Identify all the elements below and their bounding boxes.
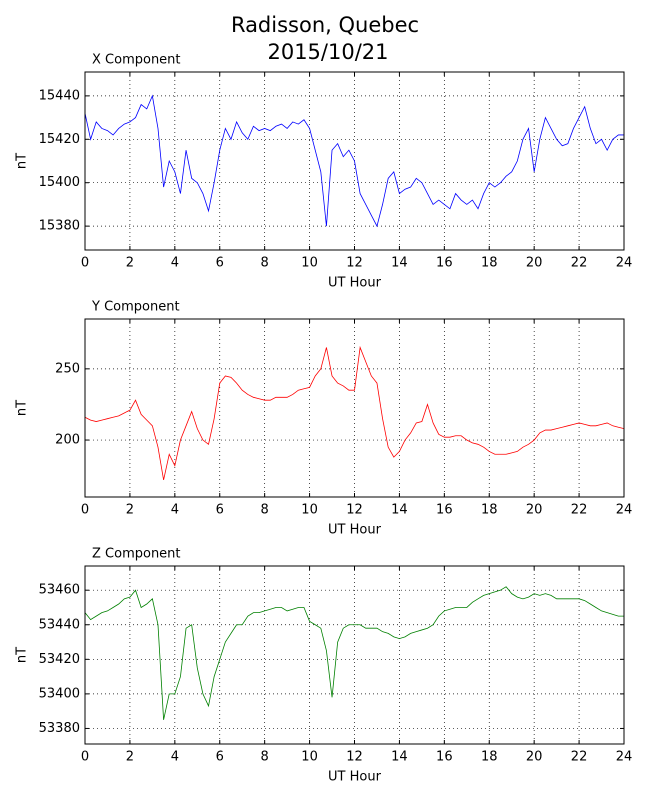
x-tick-label: 14 (391, 256, 408, 271)
plot-frame (84, 71, 625, 251)
x-tick-label: 2 (126, 503, 134, 518)
x-tick-label: 18 (481, 503, 498, 518)
y-axis-label: nT (15, 153, 30, 169)
data-line (84, 345, 625, 480)
x-tick-label: 4 (171, 256, 179, 271)
x-tick-label: 12 (346, 503, 363, 518)
plot-frame (84, 565, 625, 745)
x-tick-label: 14 (391, 750, 408, 765)
x-tick-label: 6 (216, 503, 224, 518)
x-tick-label: 22 (571, 256, 588, 271)
data-line (84, 94, 624, 228)
x-tick-label: 20 (526, 750, 543, 765)
x-tick-label: 20 (526, 503, 543, 518)
y-axis-label: nT (15, 647, 30, 663)
x-tick-label: 18 (481, 256, 498, 271)
x-tick-label: 12 (346, 750, 363, 765)
x-tick-label: 2 (126, 750, 134, 765)
y-tick-label: 250 (55, 361, 80, 376)
y-axis-label: nT (15, 400, 30, 416)
x-tick-label: 16 (436, 256, 453, 271)
data-line (84, 586, 624, 720)
subplot-title: Z Component (92, 547, 181, 562)
figure-title: Radisson, Quebec (231, 13, 419, 37)
x-tick-label: 6 (216, 256, 224, 271)
y-tick-label: 53380 (39, 721, 80, 736)
y-tick-label: 53420 (39, 652, 80, 667)
x-tick-label: 24 (616, 256, 633, 271)
x-tick-label: 24 (616, 503, 633, 518)
y-tick-label: 200 (55, 433, 80, 448)
y-tick-label: 15440 (39, 88, 80, 103)
x-tick-label: 0 (81, 750, 89, 765)
x-tick-label: 4 (171, 503, 179, 518)
x-axis-label: UT Hour (328, 276, 382, 291)
y-tick-label: 15380 (39, 219, 80, 234)
x-tick-label: 20 (526, 256, 543, 271)
x-tick-label: 8 (261, 750, 269, 765)
y-tick-label: 53400 (39, 686, 80, 701)
x-tick-label: 6 (216, 750, 224, 765)
x-tick-label: 0 (81, 503, 89, 518)
x-axis-label: UT Hour (328, 523, 382, 538)
subplot-title: X Component (92, 53, 181, 68)
y-tick-label: 15420 (39, 132, 80, 147)
x-tick-label: 8 (261, 503, 269, 518)
x-axis-label: UT Hour (328, 770, 382, 785)
figure-subtitle: 2015/10/21 (267, 40, 388, 64)
y-tick-label: 53460 (39, 583, 80, 598)
x-tick-label: 18 (481, 750, 498, 765)
x-tick-label: 22 (571, 750, 588, 765)
x-tick-label: 10 (301, 503, 318, 518)
x-tick-label: 16 (436, 503, 453, 518)
plot-frame (84, 318, 625, 498)
x-tick-label: 24 (616, 750, 633, 765)
x-tick-label: 10 (301, 256, 318, 271)
y-tick-label: 15400 (39, 175, 80, 190)
subplot-title: Y Component (91, 300, 180, 315)
x-tick-label: 16 (436, 750, 453, 765)
x-tick-label: 22 (571, 503, 588, 518)
x-tick-label: 2 (126, 256, 134, 271)
x-tick-label: 10 (301, 750, 318, 765)
x-tick-label: 4 (171, 750, 179, 765)
x-tick-label: 14 (391, 503, 408, 518)
x-tick-label: 12 (346, 256, 363, 271)
x-tick-label: 0 (81, 256, 89, 271)
x-tick-label: 8 (261, 256, 269, 271)
y-tick-label: 53440 (39, 617, 80, 632)
